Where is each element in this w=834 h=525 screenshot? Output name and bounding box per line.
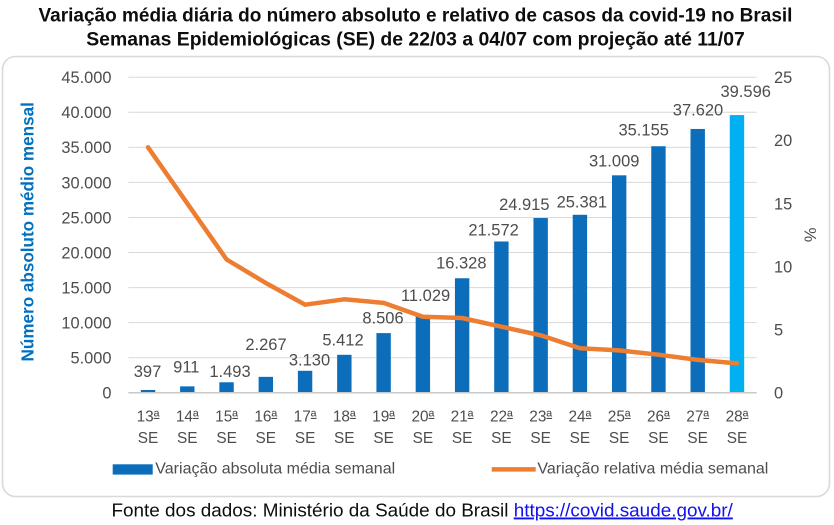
svg-text:16ª: 16ª — [254, 408, 277, 425]
svg-text:Variação relativa média semana: Variação relativa média semanal — [537, 460, 768, 477]
svg-text:19ª: 19ª — [372, 408, 395, 425]
svg-text:17ª: 17ª — [294, 408, 317, 425]
svg-text:25ª: 25ª — [608, 408, 631, 425]
svg-text:21ª: 21ª — [451, 408, 474, 425]
svg-text:SE: SE — [609, 430, 630, 447]
svg-text:8.506: 8.506 — [362, 310, 403, 328]
svg-text:1.493: 1.493 — [209, 363, 250, 381]
svg-text:SE: SE — [295, 430, 316, 447]
svg-text:20ª: 20ª — [411, 408, 434, 425]
svg-text:5.000: 5.000 — [70, 350, 111, 368]
svg-text:SE: SE — [216, 430, 237, 447]
svg-text:Número absoluto médio mensal: Número absoluto médio mensal — [19, 102, 38, 361]
svg-text:SE: SE — [530, 430, 551, 447]
svg-text:Fonte dos dados: Ministério da: Fonte dos dados: Ministério da Saúde do … — [112, 501, 734, 522]
svg-text:39.596: 39.596 — [720, 83, 770, 101]
svg-text:%: % — [801, 227, 819, 242]
svg-text:15: 15 — [774, 195, 792, 213]
svg-text:SE: SE — [177, 430, 198, 447]
svg-text:911: 911 — [173, 359, 199, 377]
svg-text:31.009: 31.009 — [589, 153, 639, 171]
svg-text:SE: SE — [334, 430, 355, 447]
svg-text:25.000: 25.000 — [61, 209, 111, 227]
svg-text:SE: SE — [413, 430, 434, 447]
svg-text:SE: SE — [727, 430, 748, 447]
svg-text:SE: SE — [452, 430, 473, 447]
svg-text:5: 5 — [774, 322, 783, 340]
svg-text:Semanas Epidemiológicas (SE) d: Semanas Epidemiológicas (SE) de 22/03 a … — [86, 28, 745, 50]
svg-text:2.267: 2.267 — [245, 336, 286, 354]
svg-text:15ª: 15ª — [215, 408, 238, 425]
svg-text:25.381: 25.381 — [557, 193, 607, 211]
svg-text:20.000: 20.000 — [61, 244, 111, 262]
svg-text:3.130: 3.130 — [289, 352, 330, 370]
svg-text:11.029: 11.029 — [401, 287, 450, 305]
svg-text:16.328: 16.328 — [436, 255, 486, 273]
svg-text:397: 397 — [134, 363, 162, 381]
svg-text:0: 0 — [102, 385, 111, 403]
svg-text:37.620: 37.620 — [673, 102, 723, 120]
svg-text:SE: SE — [648, 430, 669, 447]
svg-text:28ª: 28ª — [726, 408, 749, 425]
svg-text:Variação média diária do númer: Variação média diária do número absoluto… — [39, 5, 793, 26]
svg-text:24ª: 24ª — [568, 408, 591, 425]
svg-text:0: 0 — [774, 385, 783, 403]
svg-text:13ª: 13ª — [137, 408, 160, 425]
svg-text:Variação absoluta média semana: Variação absoluta média semanal — [155, 460, 395, 477]
svg-text:27ª: 27ª — [686, 408, 709, 425]
svg-text:21.572: 21.572 — [468, 221, 518, 239]
svg-text:30.000: 30.000 — [61, 174, 111, 192]
svg-text:SE: SE — [138, 430, 159, 447]
svg-text:24.915: 24.915 — [499, 196, 549, 214]
svg-text:10: 10 — [774, 258, 792, 276]
svg-text:22ª: 22ª — [490, 408, 513, 425]
svg-text:18ª: 18ª — [333, 408, 356, 425]
svg-text:SE: SE — [687, 430, 708, 447]
svg-text:35.000: 35.000 — [61, 139, 111, 157]
svg-text:14ª: 14ª — [176, 408, 199, 425]
svg-text:SE: SE — [491, 430, 512, 447]
svg-text:35.155: 35.155 — [618, 121, 668, 139]
svg-text:5.412: 5.412 — [322, 332, 363, 350]
svg-text:20: 20 — [774, 132, 792, 150]
svg-text:SE: SE — [373, 430, 394, 447]
svg-text:25: 25 — [774, 69, 792, 87]
svg-text:15.000: 15.000 — [61, 279, 111, 297]
svg-text:45.000: 45.000 — [61, 69, 111, 87]
svg-text:10.000: 10.000 — [61, 315, 111, 333]
svg-text:40.000: 40.000 — [61, 104, 111, 122]
svg-text:SE: SE — [256, 430, 277, 447]
svg-text:SE: SE — [570, 430, 591, 447]
svg-text:26ª: 26ª — [647, 408, 670, 425]
svg-text:23ª: 23ª — [529, 408, 552, 425]
